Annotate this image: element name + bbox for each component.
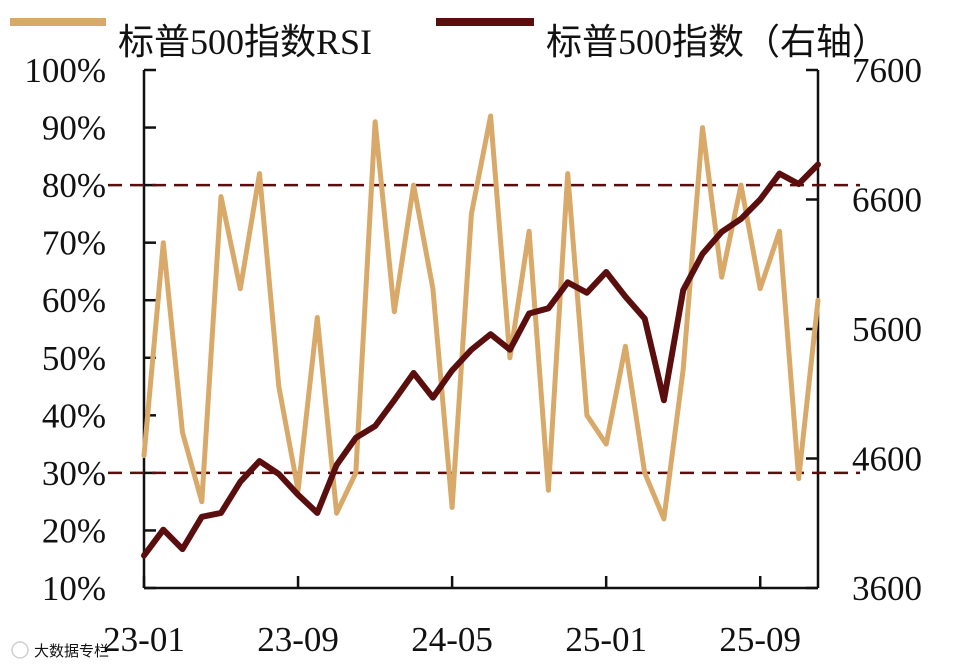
left-tick-label: 90% (42, 109, 106, 148)
series-layer (141, 113, 821, 559)
x-tick-label: 25-01 (565, 620, 647, 659)
left-axis-ticks: 10% 20% 30% 40% 50% 60% 70% 80% 90% 100% (24, 51, 156, 608)
x-tick-label: 24-05 (411, 620, 493, 659)
right-tick-label: 5600 (852, 310, 922, 349)
watermark-text: 大数据专栏 (34, 643, 109, 660)
reference-lines (108, 183, 860, 475)
series-line-rsi (141, 113, 821, 522)
x-tick-label: 23-01 (103, 620, 185, 659)
left-tick-label: 60% (42, 281, 106, 320)
left-tick-label: 80% (42, 166, 106, 205)
left-tick-label: 50% (42, 339, 106, 378)
right-tick-label: 3600 (852, 569, 922, 608)
watermark: 大数据专栏 (11, 641, 109, 660)
right-tick-label: 7600 (852, 51, 922, 90)
left-tick-label: 100% (24, 51, 106, 90)
right-tick-label: 6600 (852, 181, 922, 220)
x-tick-label: 25-09 (719, 620, 801, 659)
left-tick-label: 30% (42, 454, 106, 493)
left-tick-label: 20% (42, 511, 106, 550)
watermark-logo-icon (11, 641, 29, 659)
left-tick-label: 70% (42, 224, 106, 263)
legend: 标普500指数RSI 标普500指数（右轴） (10, 18, 888, 62)
legend-label-index: 标普500指数（右轴） (546, 22, 888, 62)
series-line-index (141, 161, 821, 559)
x-axis-ticks: 23-01 23-09 24-05 25-01 25-09 (103, 576, 801, 659)
axes (142, 70, 820, 590)
legend-label-rsi: 标普500指数RSI (118, 22, 372, 62)
right-axis-ticks: 3600 4600 5600 6600 7600 (806, 51, 922, 608)
left-tick-label: 40% (42, 396, 106, 435)
x-tick-label: 23-09 (257, 620, 339, 659)
left-tick-label: 10% (42, 569, 106, 608)
right-tick-label: 4600 (852, 440, 922, 479)
